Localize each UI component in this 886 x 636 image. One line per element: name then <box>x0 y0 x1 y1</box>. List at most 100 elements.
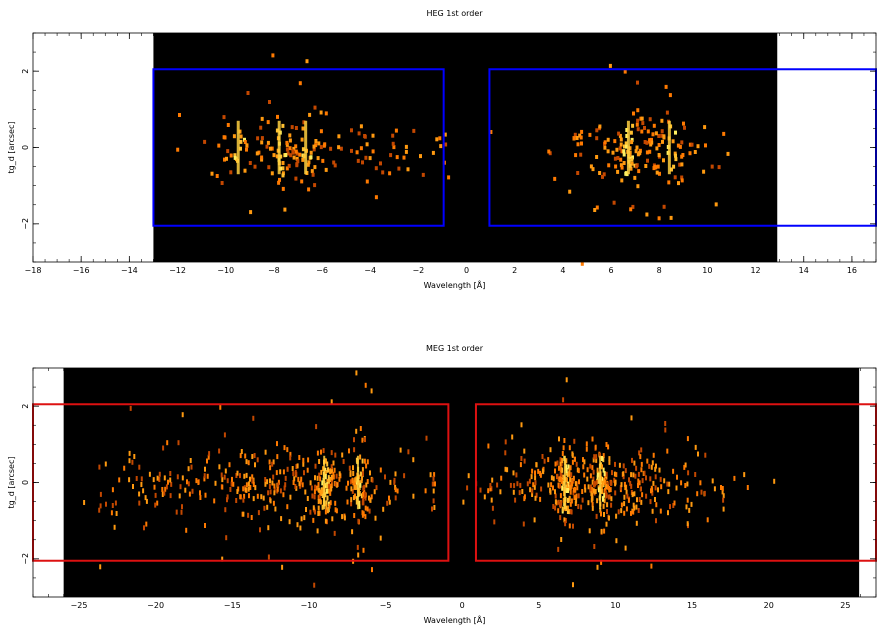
heg-x-tick-label: 8 <box>657 266 662 275</box>
meg-event-pixel <box>622 471 625 477</box>
meg-event-pixel <box>599 507 602 513</box>
meg-event-pixel <box>576 485 579 491</box>
meg-panel: MEG 1st order Wavelength [Å] tg_d [arcse… <box>7 344 877 625</box>
meg-event-pixel <box>563 517 566 523</box>
meg-event-pixel <box>654 497 656 502</box>
meg-event-pixel <box>282 492 285 498</box>
meg-event-pixel <box>132 484 134 489</box>
meg-event-pixel <box>314 463 317 469</box>
meg-event-pixel <box>352 465 354 471</box>
meg-event-pixel <box>249 485 252 490</box>
meg-event-pixel <box>324 518 327 524</box>
meg-event-pixel <box>110 510 113 516</box>
meg-event-pixel <box>587 500 590 506</box>
meg-event-pixel <box>542 469 545 475</box>
meg-event-pixel <box>561 458 564 464</box>
meg-event-pixel <box>330 468 332 474</box>
meg-event-pixel <box>627 497 630 503</box>
heg-event-pixel <box>602 172 606 177</box>
meg-event-pixel <box>199 495 202 500</box>
heg-event-pixel <box>673 151 677 156</box>
meg-event-pixel <box>250 515 253 520</box>
meg-event-pixel <box>260 494 263 500</box>
meg-event-pixel <box>273 483 276 489</box>
heg-event-pixel <box>651 132 655 137</box>
heg-event-pixel <box>266 120 270 125</box>
meg-event-pixel <box>429 472 432 478</box>
meg-event-pixel <box>298 481 301 487</box>
heg-event-pixel <box>603 140 607 145</box>
meg-event-pixel <box>523 458 526 464</box>
meg-y-tick-label: 0 <box>21 480 30 485</box>
meg-event-pixel <box>572 582 574 588</box>
meg-event-pixel <box>624 468 627 474</box>
meg-event-pixel <box>98 464 101 470</box>
meg-event-pixel <box>274 506 277 512</box>
meg-event-pixel <box>221 477 224 483</box>
heg-event-pixel <box>595 155 599 159</box>
meg-event-pixel <box>564 521 567 527</box>
meg-event-pixel <box>326 478 329 484</box>
meg-event-pixel <box>289 451 292 457</box>
meg-event-pixel <box>651 487 654 493</box>
meg-event-pixel <box>303 470 305 476</box>
meg-event-pixel <box>332 474 335 480</box>
meg-event-pixel <box>561 485 564 491</box>
meg-event-pixel <box>358 503 361 509</box>
meg-event-pixel <box>591 505 594 511</box>
heg-event-pixel <box>660 133 664 138</box>
meg-event-pixel <box>361 437 364 443</box>
meg-event-pixel <box>133 454 136 459</box>
meg-event-pixel <box>583 484 586 490</box>
meg-y-ticks: −2 0 2 <box>21 367 876 598</box>
meg-event-pixel <box>608 459 611 465</box>
meg-event-pixel <box>251 474 254 480</box>
meg-event-pixel <box>607 444 610 450</box>
heg-event-pixel <box>620 165 624 170</box>
heg-event-pixel <box>272 153 276 158</box>
heg-event-pixel <box>438 136 442 141</box>
heg-y-tick-label: −2 <box>21 218 30 230</box>
meg-event-pixel <box>252 482 255 487</box>
meg-event-pixel <box>593 454 596 460</box>
meg-event-pixel <box>325 488 328 494</box>
meg-event-pixel <box>228 462 231 468</box>
meg-event-pixel <box>568 445 571 451</box>
meg-event-pixel <box>244 453 247 459</box>
meg-event-pixel <box>118 477 121 483</box>
heg-event-pixel <box>278 177 281 182</box>
meg-event-pixel <box>668 481 671 487</box>
heg-event-pixel <box>595 205 599 210</box>
heg-event-pixel <box>301 147 305 152</box>
meg-event-pixel <box>163 475 166 481</box>
meg-event-pixel <box>573 495 576 501</box>
heg-x-tick-label: 16 <box>847 266 857 275</box>
heg-event-pixel <box>287 163 291 168</box>
heg-event-pixel <box>589 164 593 169</box>
heg-event-pixel <box>435 137 439 142</box>
meg-event-pixel <box>509 482 512 488</box>
meg-event-pixel <box>704 452 707 458</box>
heg-event-pixel <box>631 123 635 128</box>
meg-event-pixel <box>504 450 507 456</box>
heg-event-pixel <box>572 136 576 141</box>
meg-event-pixel <box>315 485 318 491</box>
heg-event-pixel <box>636 184 640 189</box>
meg-event-pixel <box>550 482 553 488</box>
meg-event-pixel <box>185 527 188 533</box>
meg-event-pixel <box>98 507 101 513</box>
meg-event-pixel <box>651 508 654 514</box>
meg-event-pixel <box>370 388 373 394</box>
meg-event-pixel <box>593 544 596 549</box>
meg-title: MEG 1st order <box>426 344 484 353</box>
heg-event-pixel <box>361 160 364 165</box>
heg-event-pixel <box>285 140 289 145</box>
meg-event-pixel <box>267 490 270 496</box>
meg-event-pixel <box>580 504 583 510</box>
meg-event-pixel <box>577 468 580 474</box>
heg-x-tick-label: 14 <box>799 266 809 275</box>
meg-event-pixel <box>334 507 337 513</box>
meg-event-pixel <box>166 440 169 446</box>
heg-event-pixel <box>678 162 682 167</box>
meg-event-pixel <box>115 511 118 516</box>
